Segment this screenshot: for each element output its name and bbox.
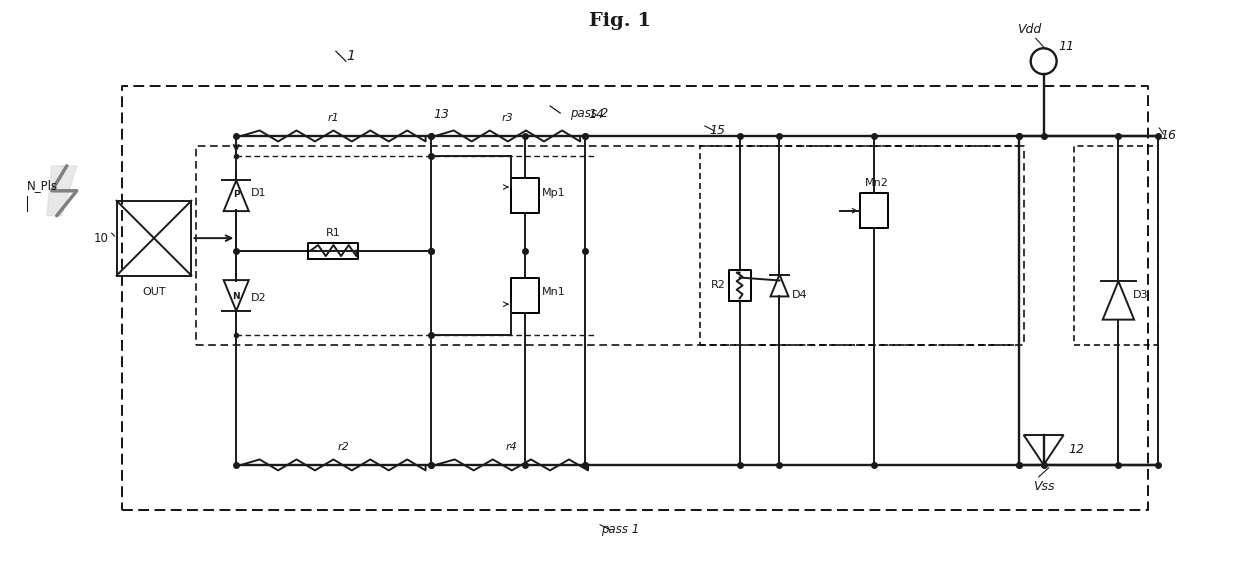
Text: 13: 13 <box>434 108 450 121</box>
Text: 10: 10 <box>94 232 109 245</box>
Text: 12: 12 <box>1069 443 1085 457</box>
Text: pass 2: pass 2 <box>570 107 609 119</box>
Text: N: N <box>232 292 241 301</box>
Text: Mn1: Mn1 <box>542 287 565 297</box>
Text: R1: R1 <box>326 228 341 238</box>
Text: r1: r1 <box>327 113 340 123</box>
Text: N_Pls: N_Pls <box>27 180 58 192</box>
Text: 11: 11 <box>1059 40 1075 53</box>
Text: 14: 14 <box>588 108 604 121</box>
Text: OUT: OUT <box>143 287 166 297</box>
Text: r4: r4 <box>506 442 518 452</box>
Text: 16: 16 <box>1161 130 1177 142</box>
Text: pass 1: pass 1 <box>601 523 639 536</box>
Text: Vss: Vss <box>1033 480 1054 493</box>
Text: Mn2: Mn2 <box>866 178 889 188</box>
Text: Vdd: Vdd <box>1017 23 1040 36</box>
Text: D2: D2 <box>252 293 267 304</box>
Text: D4: D4 <box>791 291 807 301</box>
Polygon shape <box>47 166 77 216</box>
Text: D1: D1 <box>252 188 267 198</box>
Text: Fig. 1: Fig. 1 <box>589 12 651 30</box>
Text: r3: r3 <box>502 113 513 123</box>
Text: D3: D3 <box>1133 291 1149 301</box>
Text: Mp1: Mp1 <box>542 188 565 198</box>
Text: 15: 15 <box>709 125 725 137</box>
Text: P: P <box>233 190 239 199</box>
Text: r2: r2 <box>337 442 350 452</box>
Text: R2: R2 <box>711 280 725 291</box>
Text: 1: 1 <box>346 49 356 63</box>
